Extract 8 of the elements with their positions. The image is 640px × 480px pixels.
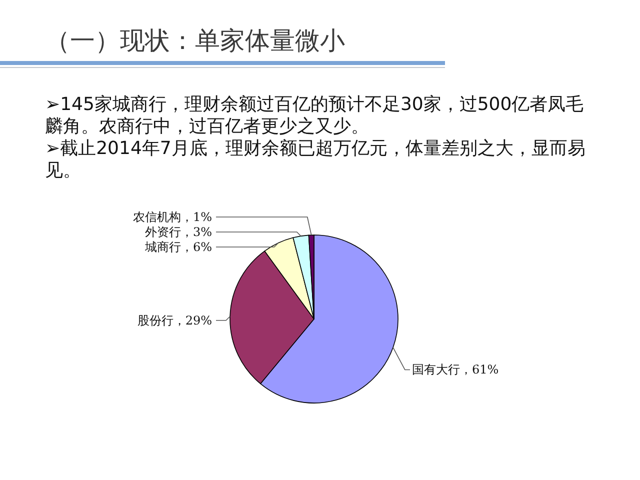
slice-label: 城商行，6% <box>144 240 212 254</box>
slice-label: 国有大行，61% <box>412 362 499 377</box>
slice-label: 外资行，3% <box>144 224 212 239</box>
slice-label: 农信机构，1% <box>132 210 212 224</box>
text: ➢截止2014年7月底，理财余额已超万亿元，体量差别之大，显而易见。 <box>45 138 586 182</box>
text: ➢145家城商行，理财余额过百亿的预计不足30家，过500亿者凤毛麟角。农商行中，过百亿者更少之又少。 <box>45 94 585 138</box>
chart-title: （一）现状：单家体量微小 <box>45 25 345 57</box>
slice-label: 股份行，29% <box>137 313 212 328</box>
